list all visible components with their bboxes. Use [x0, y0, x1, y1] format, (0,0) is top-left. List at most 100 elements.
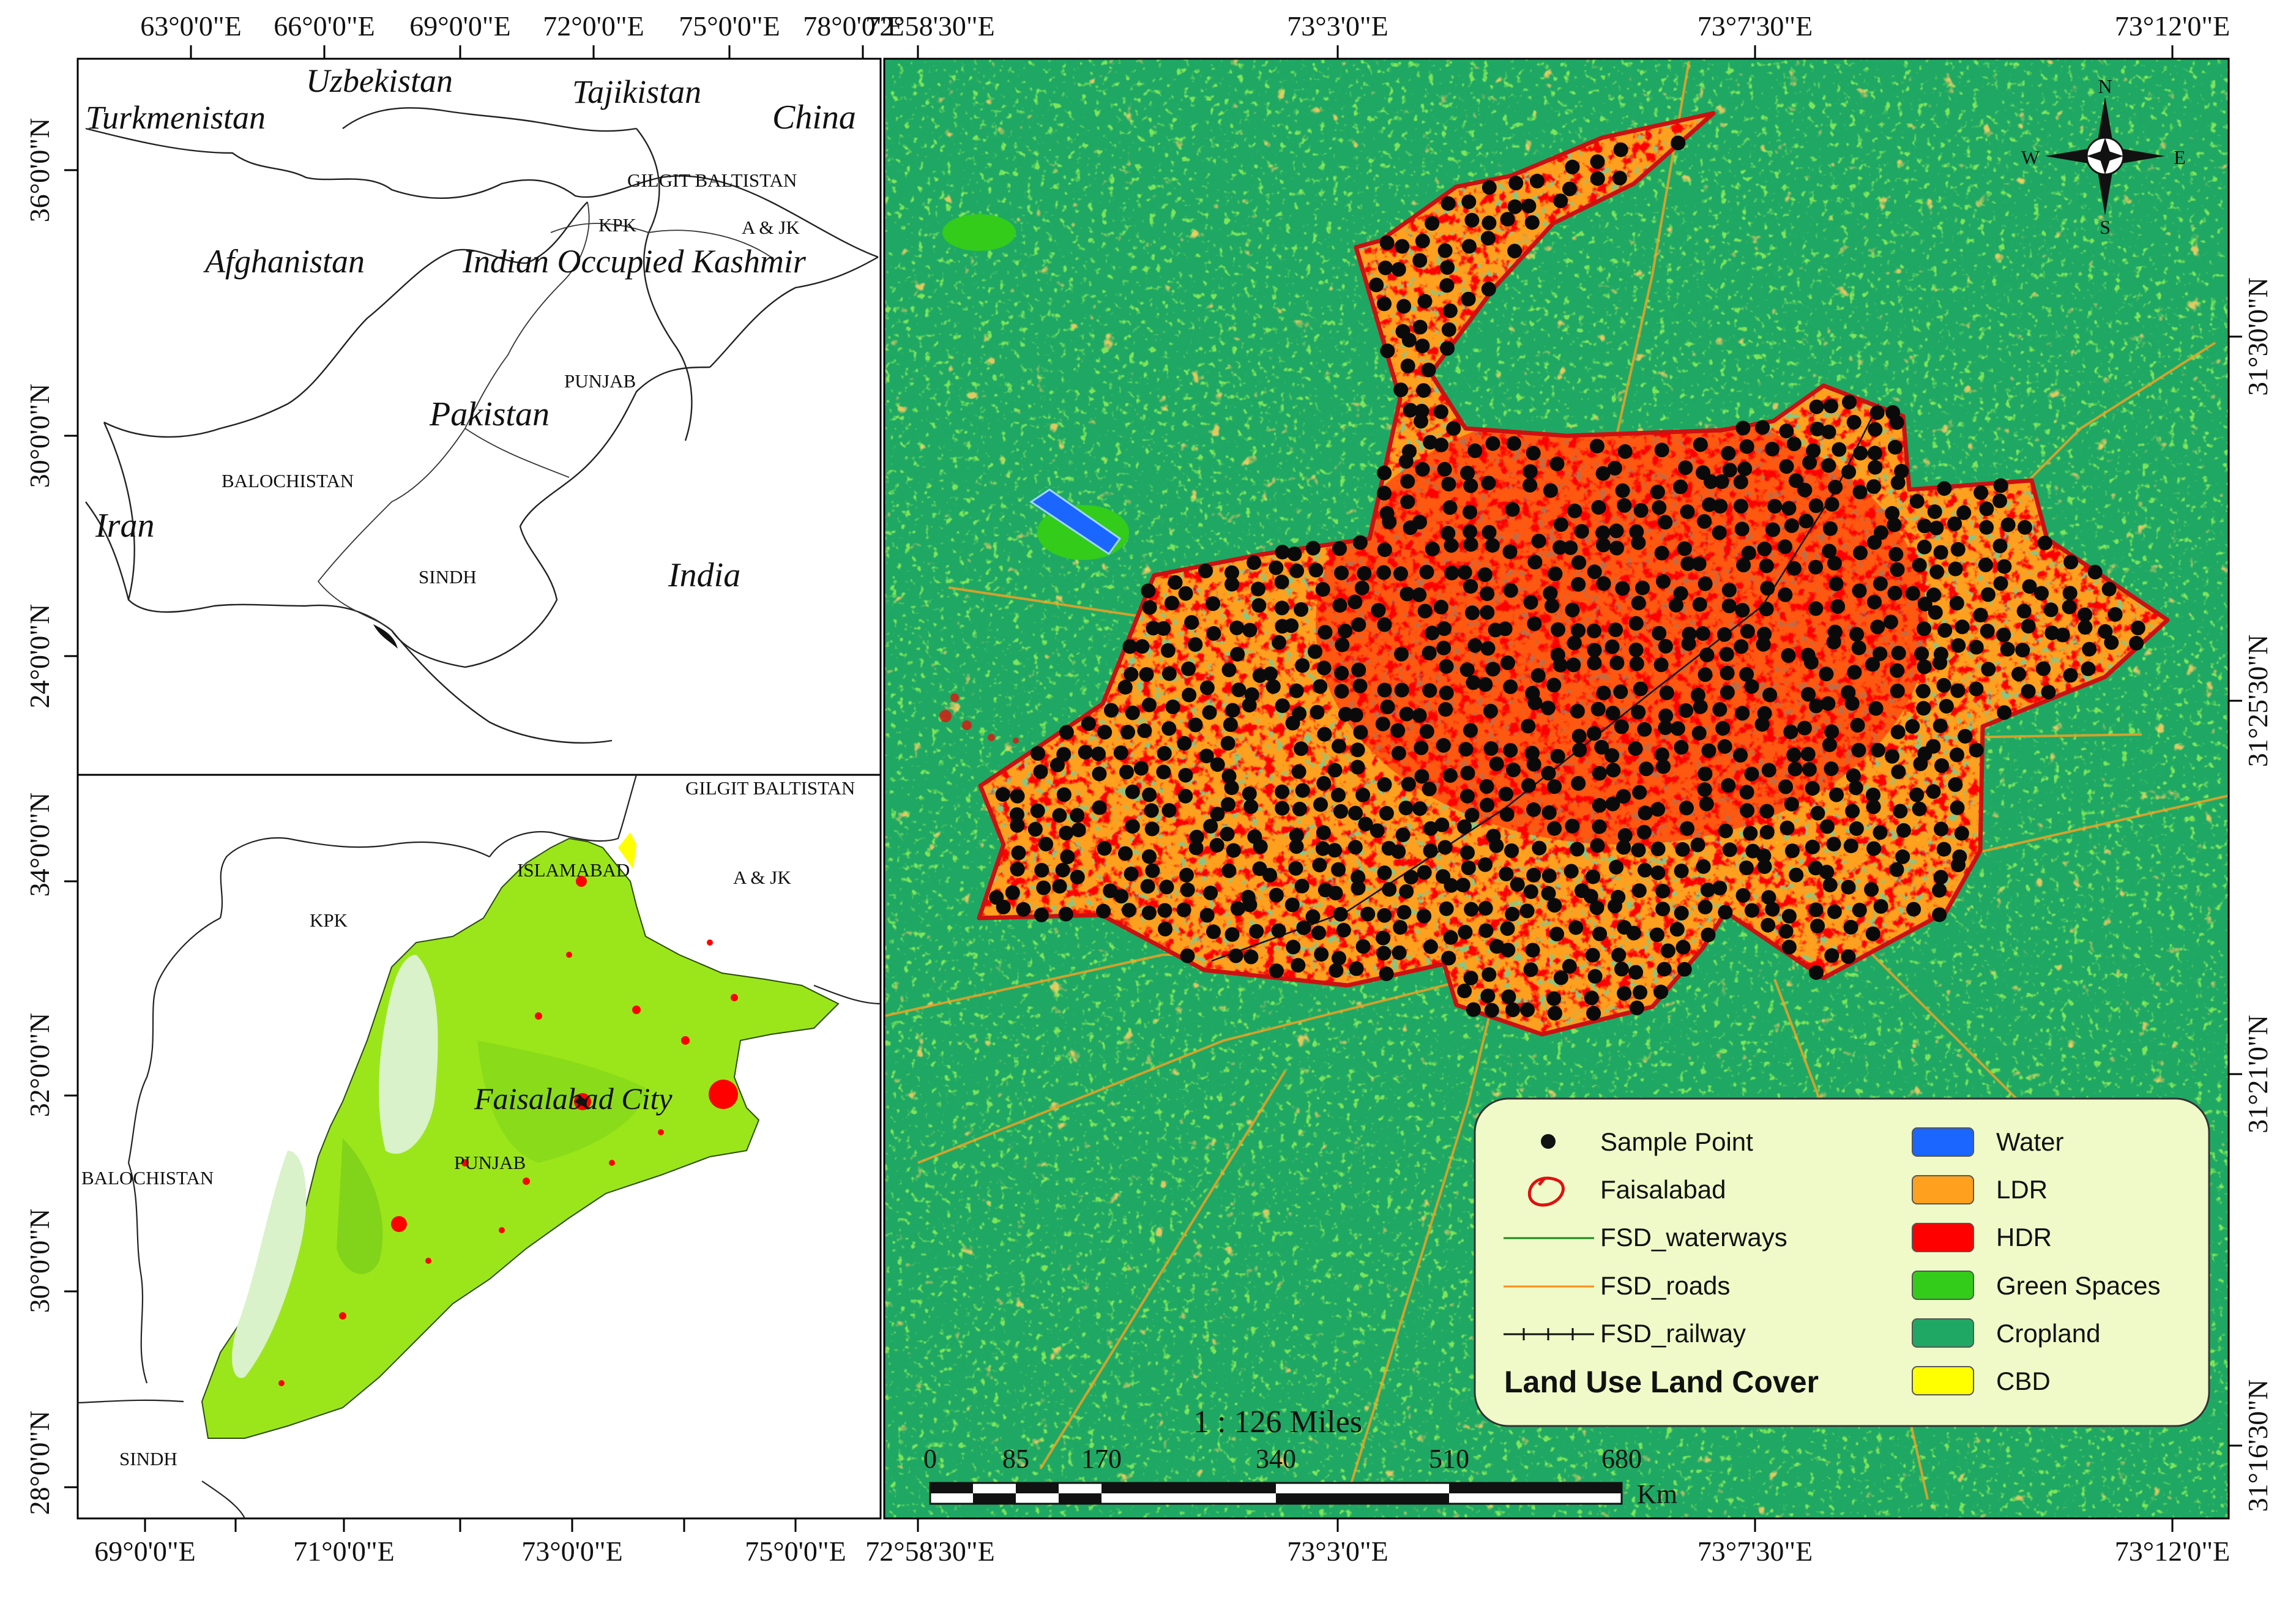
sample-point	[1507, 244, 1523, 259]
sample-point	[1414, 769, 1429, 784]
sample-point	[1521, 719, 1536, 734]
sample-point	[1481, 282, 1496, 297]
sample-point	[1437, 621, 1452, 637]
sample-point	[1316, 825, 1331, 840]
sample-point	[1360, 906, 1376, 922]
sample-point	[1912, 801, 1927, 816]
sample-point	[1478, 857, 1493, 872]
faisalabad-marker	[574, 1097, 587, 1107]
sample-point	[1628, 965, 1644, 980]
sample-point	[1489, 939, 1504, 954]
sample-point	[1607, 461, 1622, 476]
sample-point	[1693, 437, 1708, 452]
sample-point	[1937, 623, 1953, 638]
sample-point	[1463, 971, 1478, 985]
sample-point	[1459, 788, 1475, 804]
sample-point	[1142, 600, 1157, 615]
sample-point	[1819, 666, 1834, 682]
sample-point	[1031, 746, 1045, 761]
sample-point	[1396, 299, 1412, 314]
sample-point	[1400, 358, 1415, 373]
sample-point	[1939, 698, 1954, 714]
sample-point	[1314, 947, 1329, 962]
sample-point	[1221, 769, 1237, 784]
sample-point	[1866, 799, 1881, 815]
lon-label-69e: 69°0'0"E	[409, 10, 511, 42]
sample-point	[1479, 779, 1494, 794]
sample-point	[1547, 898, 1562, 913]
legend-box: Sample Point Faisalabad FSD_waterways FS…	[1474, 1097, 2210, 1427]
sample-point	[1740, 624, 1755, 639]
lon-label-66e: 66°0'0"E	[274, 10, 375, 42]
sample-point	[1412, 708, 1427, 723]
sample-point	[1655, 884, 1671, 898]
sample-point	[1695, 626, 1710, 641]
sample-point	[1463, 524, 1478, 539]
sample-point	[1334, 665, 1349, 681]
sample-point	[1275, 545, 1290, 560]
sample-point	[1317, 726, 1332, 742]
sample-point	[1979, 520, 1994, 535]
sample-point	[1292, 801, 1307, 816]
sample-point	[1348, 708, 1363, 723]
sample-point	[1275, 698, 1290, 714]
sample-point	[1526, 756, 1541, 772]
sample-point	[1973, 608, 1988, 622]
sample-point	[1633, 681, 1648, 696]
country-label-india: India	[668, 556, 740, 594]
sample-point	[1670, 721, 1685, 736]
sample-point	[1289, 828, 1304, 843]
hdr-patches-outside	[939, 693, 1019, 744]
sample-point	[1735, 420, 1751, 436]
sample-point	[1379, 805, 1394, 821]
sample-point	[1596, 576, 1611, 591]
sample-point	[1673, 479, 1688, 495]
sample-point	[1477, 567, 1493, 582]
punjab-inset: GILGIT BALTISTAN ISLAMABAD A & JK KPK BA…	[24, 774, 882, 1567]
sample-point	[1203, 886, 1218, 900]
sample-point	[1739, 439, 1754, 454]
sample-point	[1114, 889, 1129, 904]
main-lon-bottom-1: 72°58'30"E	[865, 1536, 995, 1567]
sample-point	[1391, 262, 1406, 277]
sample-point	[1697, 514, 1712, 529]
sample-point	[1873, 825, 1888, 840]
sample-point	[1482, 215, 1497, 231]
sample-point	[1524, 215, 1540, 230]
sample-point	[1415, 338, 1430, 354]
sample-point	[1096, 903, 1111, 919]
sample-point	[1992, 493, 2007, 509]
inset-label-ajk: A & JK	[733, 867, 791, 888]
sample-point	[1070, 870, 1085, 885]
sample-point	[2129, 635, 2144, 651]
sample-point	[1690, 837, 1705, 853]
sample-point	[1543, 483, 1558, 498]
sample-point	[1630, 1000, 1644, 1015]
sample-point	[1852, 484, 1868, 499]
sample-point	[1756, 848, 1772, 864]
sample-point	[1480, 641, 1496, 656]
scale-ratio: 1 : 126 Miles	[1193, 1405, 1362, 1439]
sample-point	[1144, 803, 1159, 818]
sample-point	[1606, 763, 1621, 778]
sample-point	[1896, 823, 1911, 838]
sample-point	[1441, 322, 1456, 337]
sample-point	[1609, 859, 1624, 875]
sample-point	[1480, 797, 1495, 813]
sample-point	[1614, 961, 1629, 977]
country-label-pakistan: Pakistan	[429, 395, 550, 433]
sample-point	[1269, 560, 1284, 575]
sample-point	[1786, 436, 1802, 452]
sample-point	[1917, 621, 1932, 637]
sample-point	[1809, 965, 1824, 980]
sample-point	[1784, 518, 1799, 533]
sample-point	[1056, 787, 1072, 802]
sample-point	[1284, 618, 1299, 633]
sample-point	[1442, 768, 1458, 783]
sample-point	[1654, 545, 1669, 561]
sample-point	[1565, 602, 1580, 618]
sample-point	[1318, 625, 1333, 640]
sample-point	[1056, 747, 1072, 762]
sample-point	[1316, 776, 1332, 791]
sample-point	[1779, 424, 1794, 439]
